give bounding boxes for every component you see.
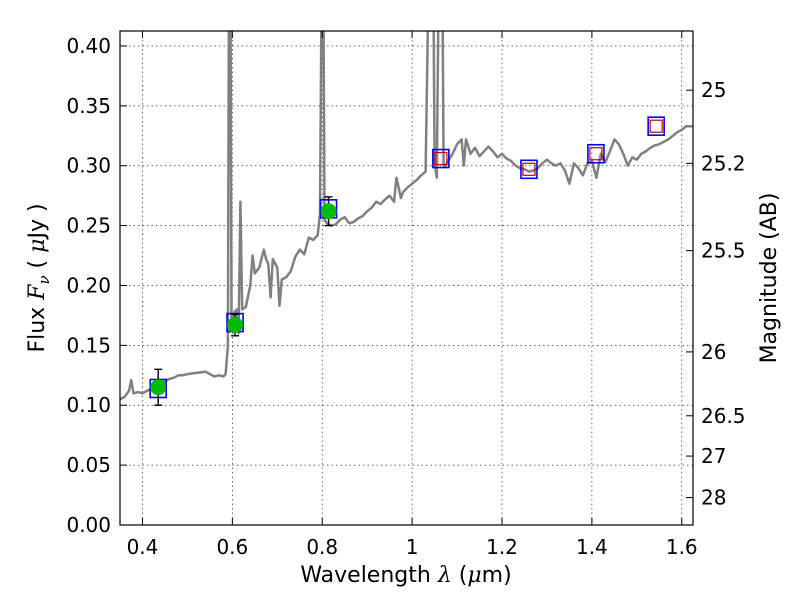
model-point-inner <box>589 147 603 161</box>
model-point-box <box>587 143 605 164</box>
y-tick-label: 0.15 <box>66 333 111 357</box>
right-tick-label: 25.2 <box>701 151 746 175</box>
model-point-box <box>647 116 665 137</box>
y-axis-ticks: 0.00 0.05 0.10 0.15 0.20 0.25 0.30 0.35 0.40 <box>66 34 127 537</box>
x-tick-label: 0.8 <box>306 535 338 559</box>
model-point-inner <box>649 119 663 133</box>
x-tick-label: 1.2 <box>486 535 518 559</box>
right-tick-label: 27 <box>701 444 726 468</box>
model-point-inner <box>522 162 536 176</box>
right-tick-label: 25.5 <box>701 239 746 263</box>
model-point-box <box>432 148 450 169</box>
y-tick-label: 0.00 <box>66 513 111 537</box>
x-tick-label: 1.4 <box>576 535 608 559</box>
x-tick-label: 0.6 <box>216 535 248 559</box>
observed-point <box>320 203 337 220</box>
right-axis-ticks: 25 25.2 25.5 26 26.5 27 28 <box>686 78 746 510</box>
y-tick-label: 0.05 <box>66 453 111 477</box>
y-axis-title-left: Flux Fν ( μJy ) <box>25 203 53 352</box>
right-tick-label: 28 <box>701 486 726 510</box>
y-tick-label: 0.30 <box>66 154 111 178</box>
y-tick-label: 0.35 <box>66 94 111 118</box>
y-tick-label: 0.20 <box>66 273 111 297</box>
model-point-box <box>520 159 538 180</box>
y-tick-label: 0.40 <box>66 34 111 58</box>
y-axis-title-right: Magnitude (AB) <box>757 193 782 364</box>
x-tick-label: 0.4 <box>127 535 159 559</box>
grid-lines <box>120 31 693 525</box>
right-tick-label: 25 <box>701 78 726 102</box>
model-point-inner <box>434 151 448 166</box>
x-tick-label: 1 <box>406 535 419 559</box>
observed-point <box>150 379 167 396</box>
x-axis-ticks: 0.4 0.6 0.8 1 1.2 1.4 1.6 <box>127 31 698 559</box>
spectrum-line <box>120 31 693 401</box>
x-axis-title: Wavelength λ (μm) <box>300 563 511 588</box>
photometry-points <box>149 116 665 406</box>
x-tick-label: 1.6 <box>666 535 698 559</box>
right-tick-label: 26.5 <box>701 404 746 428</box>
y-tick-label: 0.25 <box>66 214 111 238</box>
plot-frame <box>119 30 694 526</box>
right-tick-label: 26 <box>701 340 726 364</box>
observed-point <box>227 317 244 334</box>
y-tick-label: 0.10 <box>66 393 111 417</box>
